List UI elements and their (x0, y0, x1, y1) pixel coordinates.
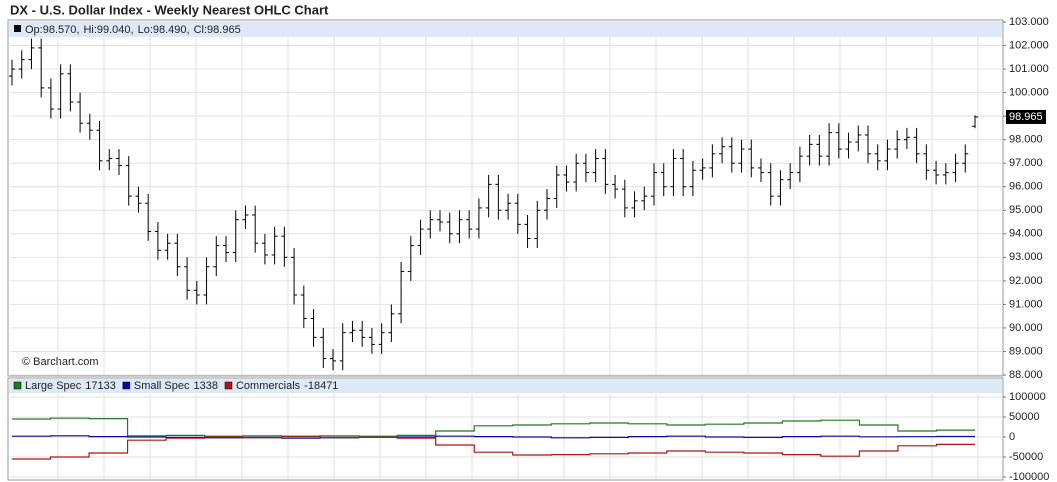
legend-name: Commercials (236, 380, 301, 392)
y-tick-label: 101.000 (1009, 63, 1049, 75)
legend-entry: Small Spec 1338 (134, 380, 218, 392)
last-price-label: 98.965 (1009, 111, 1043, 123)
readout: Op:98.570, Hi:99.040, Lo:98.490, Cl:98.965 (25, 24, 241, 36)
copyright: © Barchart.com (22, 356, 99, 368)
y-tick-label: 93.000 (1009, 251, 1043, 263)
step-line (12, 417, 975, 438)
y-tick-label: 90.000 (1009, 322, 1043, 334)
y-tick-label: 100.000 (1009, 87, 1049, 99)
y-tick-label: 89.000 (1009, 345, 1043, 357)
y-tick-label: 88.000 (1009, 369, 1043, 381)
readout-swatch (14, 25, 21, 32)
legend-value: -18471 (304, 380, 338, 392)
y-tick-label: -50000 (1009, 451, 1043, 463)
y-tick-label: 95.000 (1009, 204, 1043, 216)
step-line (12, 435, 975, 460)
readout-item: Cl:98.965 (194, 24, 241, 36)
cot-panel (7, 377, 1004, 481)
legend-name: Small Spec (134, 380, 190, 392)
legend-swatch (13, 381, 22, 390)
y-tick-label: 97.000 (1009, 157, 1043, 169)
last-price-box (1006, 109, 1046, 124)
y-tick-label: 91.000 (1009, 298, 1043, 310)
readout-band (9, 22, 1002, 37)
chart-title: DX - U.S. Dollar Index - Weekly Nearest … (10, 2, 329, 17)
step-line (12, 435, 975, 439)
legend-entry: Commercials -18471 (236, 380, 338, 392)
y-tick-label: 98.000 (1009, 134, 1043, 146)
legend-swatch (224, 381, 233, 390)
y-tick-label: 96.000 (1009, 181, 1043, 193)
y-tick-label: 92.000 (1009, 275, 1043, 287)
y-tick-label: 94.000 (1009, 228, 1043, 240)
readout-item: Hi:99.040, (83, 24, 133, 36)
legend-value: 1338 (194, 380, 218, 392)
legend-name: Large Spec (25, 380, 82, 392)
y-tick-label: 100000 (1009, 391, 1046, 403)
readout-item: Op:98.570, (25, 24, 79, 36)
y-tick-label: 50000 (1009, 411, 1040, 423)
legend-band (9, 379, 1002, 393)
y-tick-label: 103.000 (1009, 16, 1049, 28)
y-tick-label: 0 (1009, 431, 1015, 443)
y-tick-label: -100000 (1009, 471, 1049, 482)
price-panel (7, 19, 1004, 377)
y-tick-label: 102.000 (1009, 39, 1049, 51)
readout-item: Lo:98.490, (138, 24, 190, 36)
legend-value: 17133 (85, 380, 116, 392)
legend-entry: Large Spec 17133 (25, 380, 116, 392)
legend-swatch (122, 381, 131, 390)
